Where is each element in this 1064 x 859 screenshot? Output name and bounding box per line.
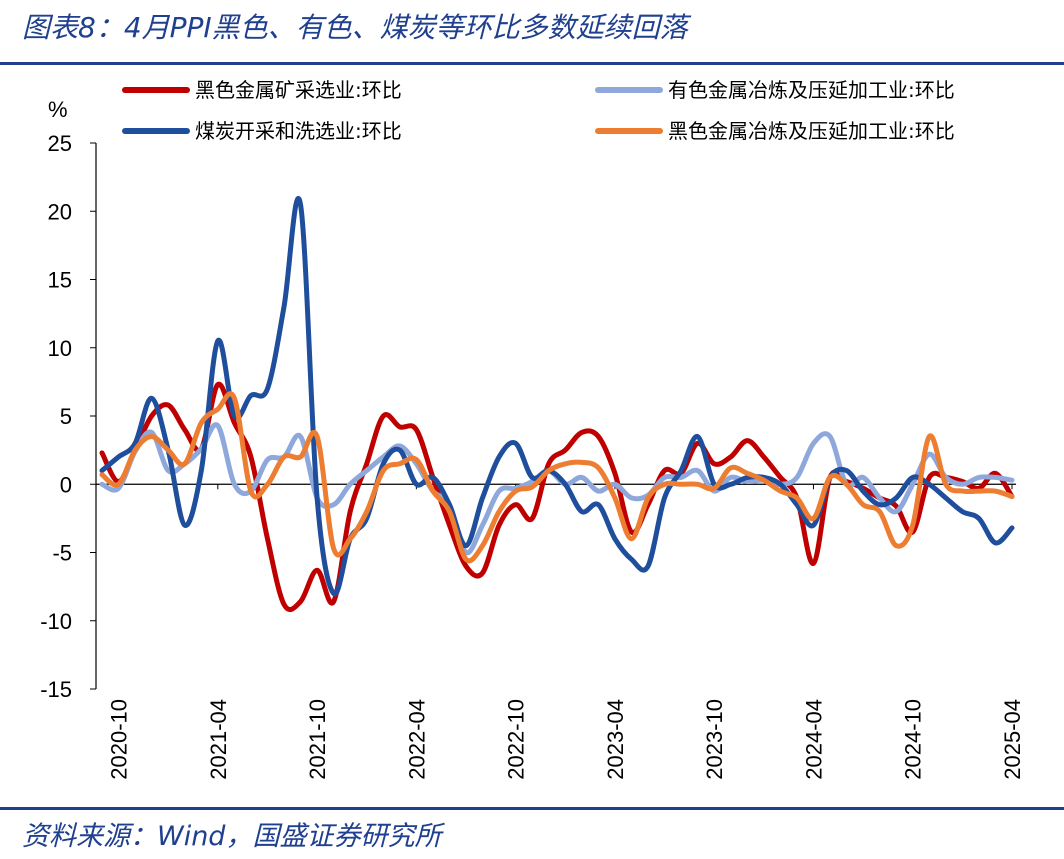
x-tick-label: 2021-04	[206, 699, 231, 780]
x-tick-label: 2025-04	[1000, 699, 1025, 780]
y-tick-label: 15	[48, 268, 72, 293]
y-tick-label: 25	[48, 131, 72, 156]
series-line-nonferrous-smelting	[99, 422, 1015, 556]
series-line-ferrous-smelting	[99, 391, 1015, 564]
title-rule	[0, 62, 1064, 65]
series-line-coal-mining	[99, 196, 1015, 597]
x-tick-label: 2024-10	[901, 699, 926, 780]
x-tick-label: 2021-10	[305, 699, 330, 780]
y-tick-label: -5	[52, 541, 72, 566]
y-tick-label: -10	[40, 609, 72, 634]
x-tick-label: 2022-04	[404, 699, 429, 780]
legend-label: 煤炭开采和洗选业:环比	[195, 119, 402, 143]
x-tick-label: 2024-04	[801, 699, 826, 780]
legend-label: 有色金属冶炼及压延加工业:环比	[668, 78, 955, 102]
source-rule	[0, 807, 1064, 810]
y-tick-label: 0	[60, 472, 72, 497]
y-tick-label: 5	[60, 404, 72, 429]
legend-label: 黑色金属冶炼及压延加工业:环比	[668, 119, 955, 143]
x-tick-label: 2022-10	[504, 699, 529, 780]
y-tick-label: 20	[48, 199, 72, 224]
y-axis-label: %	[48, 97, 68, 122]
chart-title: 图表8：4月PPI黑色、有色、煤炭等环比多数延续回落	[22, 11, 688, 44]
source-note: 资料来源：Wind，国盛证券研究所	[22, 821, 442, 852]
x-tick-label: 2020-10	[107, 699, 132, 780]
x-tick-label: 2023-04	[603, 699, 628, 780]
series-lines	[99, 196, 1015, 613]
y-tick-label: 10	[48, 336, 72, 361]
y-axis: 25 20 15 10 5 0 -5 -10 -15	[40, 131, 97, 702]
legend-label: 黑色金属矿采选业:环比	[195, 78, 402, 102]
x-tick-label: 2023-10	[702, 699, 727, 780]
y-tick-label: -15	[40, 677, 72, 702]
